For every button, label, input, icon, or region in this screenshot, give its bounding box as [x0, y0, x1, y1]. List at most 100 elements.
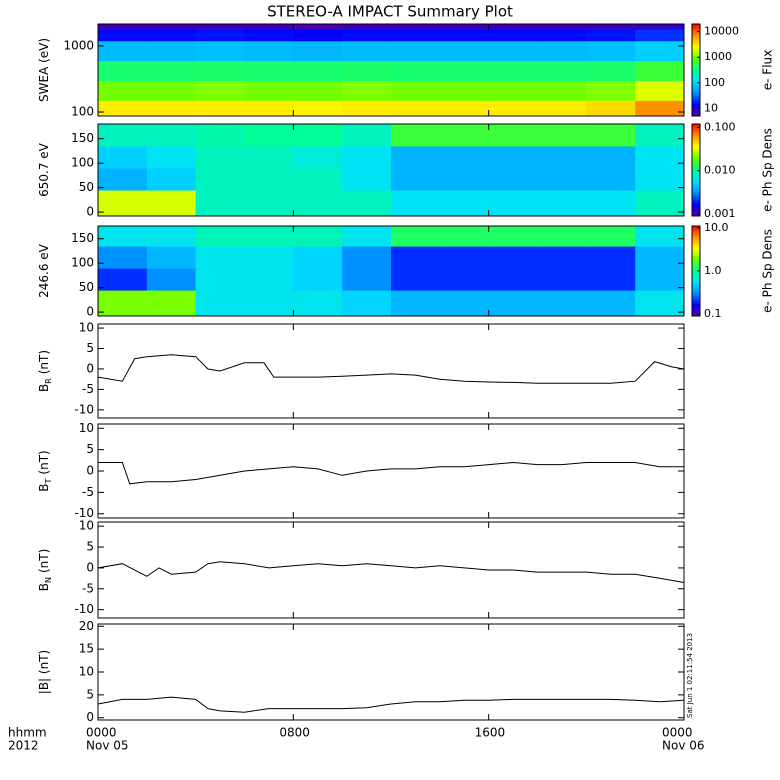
colorbar-tick-label: 1000	[704, 50, 732, 63]
panel-frame	[97, 23, 685, 117]
spectrogram-cell	[98, 146, 148, 169]
field-trace	[97, 561, 685, 583]
y-label-main: 650.7 eV	[37, 142, 51, 197]
y-label-unit: (nT)	[37, 350, 51, 374]
spectrogram-cell	[391, 100, 441, 117]
spectrogram-cell	[342, 226, 392, 247]
spectrogram-cell	[488, 60, 538, 81]
y-tick-label: 100	[71, 156, 94, 170]
spectrogram-cell	[98, 29, 148, 42]
y-tick-label: -10	[74, 602, 94, 616]
y-tick-label: 0	[86, 464, 94, 478]
y-axis-label: SWEA (eV)	[37, 38, 51, 102]
spectrogram-cell	[244, 268, 294, 291]
spectrogram-cell	[537, 246, 587, 269]
spectrogram-cell	[342, 80, 392, 101]
spectrogram-cell	[391, 24, 441, 30]
field-trace	[98, 461, 684, 485]
spectrogram-cell	[244, 100, 294, 117]
spectrogram-cell	[98, 124, 148, 147]
spectrogram-cell	[439, 40, 490, 62]
y-tick-label: 50	[79, 280, 94, 294]
spectrogram-cell	[391, 190, 441, 217]
y-tick-label: 10	[79, 421, 94, 435]
spectrogram-cell	[537, 29, 587, 42]
colorbar-tick-label: 10000	[704, 25, 739, 38]
y-tick-label: 0	[86, 361, 94, 375]
spectrogram-cell	[537, 226, 587, 247]
spectrogram-cell	[195, 80, 245, 101]
spectrogram-cell	[488, 290, 538, 317]
spectrogram-cell	[488, 40, 538, 62]
spectrogram-cell	[586, 24, 636, 30]
spectrogram-cell	[293, 60, 343, 81]
y-axis-label: 246.6 eV	[37, 243, 51, 298]
spectrogram-cell	[244, 290, 294, 317]
spectrogram-cell	[488, 246, 538, 269]
spectrogram-cell	[293, 268, 343, 291]
spectrogram-cell	[488, 268, 538, 291]
y-tick-label: 0	[86, 710, 94, 724]
spectrogram-cell	[391, 40, 441, 62]
spectrogram-cell	[391, 29, 441, 42]
spectrogram-cell	[342, 190, 392, 217]
spectrogram-cell	[244, 168, 294, 191]
spectrogram-cell	[635, 168, 685, 191]
spectrogram-cell	[195, 146, 245, 169]
y-tick-label: 10	[79, 665, 94, 679]
spectrogram-cell	[342, 268, 392, 291]
y-axis-label: 650.7 eV	[37, 142, 51, 197]
spectrogram-cell	[195, 40, 245, 62]
y-label-main: |B| (nT)	[37, 650, 51, 694]
y-label-main: 246.6 eV	[37, 243, 51, 298]
spectrogram-cell	[98, 100, 148, 117]
spectrogram-cell	[98, 24, 148, 30]
spectrogram-cell	[635, 268, 685, 291]
spectrogram-cell	[293, 124, 343, 147]
spectrogram-cell	[537, 24, 587, 30]
spectrogram-cell	[439, 290, 490, 317]
spectrogram-cell	[146, 226, 197, 247]
spectrogram-cell	[635, 124, 685, 147]
colorbar-tick-label: 0.001	[704, 207, 736, 220]
x-tick-label: 0800	[279, 726, 310, 740]
spectrogram-cell	[195, 24, 245, 30]
panel-frame	[97, 623, 685, 721]
y-label-sub: N	[44, 577, 53, 583]
spectrogram-cell	[293, 190, 343, 217]
panel-frame	[97, 323, 685, 419]
spectrogram-cell	[537, 40, 587, 62]
spectrogram-cell	[342, 168, 392, 191]
spectrogram-cell	[342, 246, 392, 269]
y-tick-label: 1000	[63, 38, 94, 52]
y-tick-label: 0	[86, 205, 94, 219]
spectrogram-cell	[342, 124, 392, 147]
spectrogram-cell	[586, 100, 636, 117]
spectrogram-cell	[146, 124, 197, 147]
spectrogram-cell	[244, 40, 294, 62]
spectrogram-cell	[146, 190, 197, 217]
spectrogram-cell	[98, 226, 148, 247]
spectrogram-cell	[293, 146, 343, 169]
spectrogram-cell	[635, 290, 685, 317]
y-tick-label: 5	[86, 442, 94, 456]
y-label-main: B	[37, 483, 51, 491]
y-tick-label: -10	[74, 402, 94, 416]
spectrogram-cell	[146, 290, 197, 317]
y-tick-label: 0	[86, 305, 94, 319]
y-tick-label: 10	[79, 519, 94, 533]
y-tick-label: 50	[79, 180, 94, 194]
spectrogram-cell	[195, 100, 245, 117]
spectrogram-cell	[537, 124, 587, 147]
spectrogram-cell	[195, 60, 245, 81]
x-tick-label: 0000	[86, 726, 117, 740]
spectrogram-cell	[98, 40, 148, 62]
spectrogram-cell	[342, 290, 392, 317]
spectrogram-cell	[293, 100, 343, 117]
spectrogram-cell	[293, 290, 343, 317]
colorbar-label: e- Ph Sp Dens	[761, 229, 775, 313]
spectrogram-cell	[439, 124, 490, 147]
y-label-main: B	[37, 384, 51, 392]
x-tick-label: 0000	[662, 726, 693, 740]
y-tick-label: 100	[71, 105, 94, 119]
